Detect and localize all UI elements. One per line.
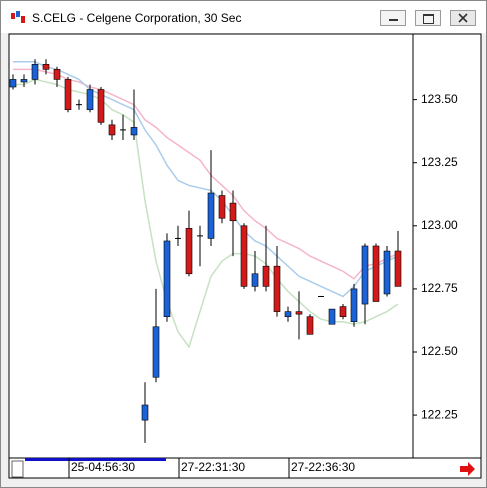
candle-body bbox=[328, 308, 336, 325]
candle-body bbox=[152, 326, 160, 378]
candle-body bbox=[64, 79, 72, 111]
x-tick-label: 27-22:31:30 bbox=[181, 460, 245, 474]
x-axis-strip bbox=[8, 457, 482, 479]
close-button[interactable] bbox=[450, 10, 476, 26]
app-icon bbox=[11, 11, 25, 23]
candle-body bbox=[339, 306, 347, 317]
candle-body bbox=[97, 89, 105, 123]
overlay-line bbox=[13, 61, 399, 298]
candle-body bbox=[207, 192, 215, 239]
x-tick-label: 27-22:36:30 bbox=[291, 460, 355, 474]
candle-body bbox=[185, 228, 193, 275]
candle-body bbox=[108, 124, 116, 136]
candle-body bbox=[240, 225, 248, 287]
candle-body bbox=[350, 288, 358, 323]
candle-body bbox=[262, 265, 270, 287]
candle-body bbox=[9, 79, 17, 88]
y-tick-label: 122.25 bbox=[421, 407, 458, 421]
candle-body bbox=[383, 250, 391, 295]
candle-body bbox=[361, 245, 369, 305]
candle-body bbox=[20, 79, 28, 83]
candle-body bbox=[306, 316, 314, 335]
candle-body bbox=[130, 127, 138, 136]
candle-body bbox=[295, 311, 303, 315]
candle-body bbox=[251, 273, 259, 287]
candle-body bbox=[86, 89, 94, 111]
candle-body bbox=[163, 240, 171, 317]
y-tick-label: 123.50 bbox=[421, 92, 458, 106]
candle-body bbox=[42, 63, 50, 70]
window-title: S.CELG - Celgene Corporation, 30 Sec bbox=[32, 11, 242, 25]
candle-body bbox=[218, 195, 226, 219]
y-tick-label: 122.75 bbox=[421, 281, 458, 295]
y-tick-label: 123.25 bbox=[421, 155, 458, 169]
scroll-arrow[interactable] bbox=[460, 462, 475, 476]
candle-body bbox=[229, 202, 237, 222]
candle-body bbox=[394, 250, 402, 287]
y-tick-label: 122.50 bbox=[421, 344, 458, 358]
candle-body bbox=[141, 404, 149, 421]
scrollbar[interactable] bbox=[25, 458, 166, 461]
overlay-line bbox=[13, 68, 399, 280]
maximize-button[interactable] bbox=[415, 10, 441, 26]
scroll-box[interactable] bbox=[11, 460, 24, 478]
candle-body bbox=[372, 245, 380, 302]
y-tick-label: 123.00 bbox=[421, 218, 458, 232]
candle-body bbox=[284, 311, 292, 317]
candle-body bbox=[53, 69, 61, 80]
chart: 122.25 122.50 122.75 123.00 123.25 123.50 25-0… bbox=[8, 33, 482, 479]
candle-body bbox=[31, 63, 39, 80]
minimize-button[interactable] bbox=[380, 10, 406, 26]
x-tick-label: 25-04:56:30 bbox=[71, 460, 135, 474]
candle-body bbox=[273, 265, 281, 312]
title-bar: S.CELG - Celgene Corporation, 30 Sec bbox=[1, 1, 486, 33]
